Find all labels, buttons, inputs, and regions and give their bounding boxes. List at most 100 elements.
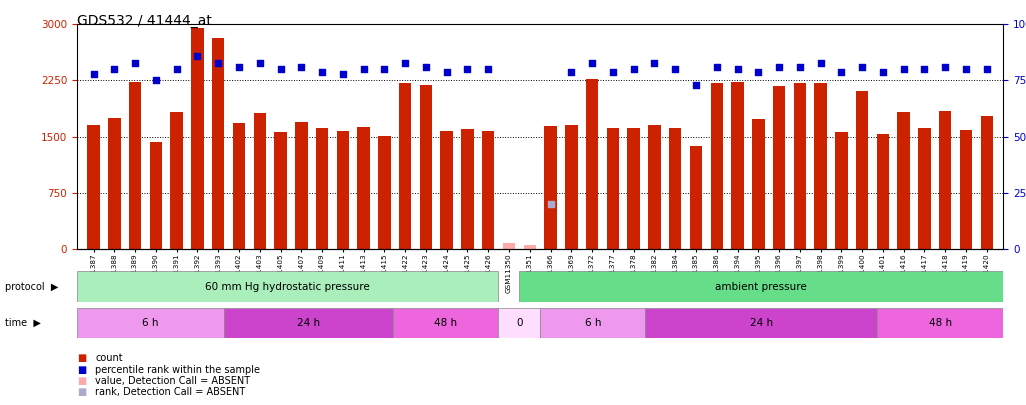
- Point: [85, 70, 102, 77]
- Point: [667, 66, 683, 72]
- Bar: [815, 83, 827, 249]
- Point: [896, 66, 912, 72]
- Bar: [959, 130, 973, 249]
- Bar: [835, 132, 847, 249]
- Point: [377, 66, 393, 72]
- Bar: [503, 243, 515, 249]
- Bar: [225, 308, 393, 338]
- Point: [355, 66, 371, 72]
- Bar: [462, 129, 474, 249]
- Bar: [794, 83, 806, 249]
- Bar: [648, 126, 661, 249]
- Point: [813, 59, 829, 66]
- Bar: [876, 134, 890, 249]
- Point: [272, 66, 288, 72]
- Point: [106, 66, 122, 72]
- Point: [687, 82, 704, 88]
- Point: [293, 64, 310, 70]
- Bar: [523, 245, 536, 249]
- Point: [709, 64, 725, 70]
- Bar: [628, 128, 640, 249]
- Bar: [357, 127, 369, 249]
- Bar: [170, 112, 183, 249]
- Point: [875, 68, 892, 75]
- Point: [604, 68, 621, 75]
- Bar: [645, 308, 877, 338]
- Bar: [565, 125, 578, 249]
- Point: [563, 68, 580, 75]
- Point: [480, 66, 497, 72]
- Text: GDS532 / 41444_at: GDS532 / 41444_at: [77, 14, 211, 28]
- Bar: [212, 38, 225, 249]
- Text: 60 mm Hg hydrostatic pressure: 60 mm Hg hydrostatic pressure: [205, 281, 370, 292]
- Point: [210, 59, 227, 66]
- Text: 48 h: 48 h: [434, 318, 457, 328]
- Text: percentile rank within the sample: percentile rank within the sample: [95, 365, 261, 375]
- Point: [916, 66, 933, 72]
- Bar: [877, 308, 1003, 338]
- Point: [543, 201, 559, 207]
- Bar: [939, 111, 951, 249]
- Bar: [519, 271, 1003, 302]
- Text: 6 h: 6 h: [143, 318, 159, 328]
- Point: [127, 59, 144, 66]
- Text: ambient pressure: ambient pressure: [715, 281, 807, 292]
- Point: [231, 64, 247, 70]
- Text: 48 h: 48 h: [929, 318, 952, 328]
- Point: [168, 66, 185, 72]
- Text: rank, Detection Call = ABSENT: rank, Detection Call = ABSENT: [95, 388, 245, 397]
- Bar: [586, 79, 598, 249]
- Bar: [752, 119, 764, 249]
- Bar: [316, 128, 328, 249]
- Bar: [77, 271, 498, 302]
- Bar: [399, 83, 411, 249]
- Point: [438, 68, 455, 75]
- Bar: [379, 136, 391, 249]
- Bar: [545, 126, 557, 249]
- Point: [729, 66, 746, 72]
- Point: [460, 66, 476, 72]
- Point: [979, 66, 995, 72]
- Bar: [440, 131, 452, 249]
- Bar: [253, 113, 266, 249]
- Bar: [773, 86, 785, 249]
- Bar: [898, 112, 910, 249]
- Point: [771, 64, 787, 70]
- Text: 24 h: 24 h: [297, 318, 320, 328]
- Bar: [606, 128, 619, 249]
- Bar: [669, 128, 681, 249]
- Point: [792, 64, 808, 70]
- Text: 0: 0: [516, 318, 522, 328]
- Text: 24 h: 24 h: [750, 318, 773, 328]
- Text: 6 h: 6 h: [585, 318, 601, 328]
- Point: [626, 66, 642, 72]
- Bar: [337, 132, 349, 249]
- Bar: [732, 82, 744, 249]
- Bar: [150, 142, 162, 249]
- Text: ■: ■: [77, 365, 86, 375]
- Point: [251, 59, 268, 66]
- Bar: [87, 126, 100, 249]
- Point: [189, 53, 205, 59]
- Point: [148, 77, 164, 84]
- Text: ■: ■: [77, 354, 86, 363]
- Bar: [108, 118, 121, 249]
- Bar: [498, 308, 540, 338]
- Point: [397, 59, 413, 66]
- Bar: [482, 131, 495, 249]
- Point: [334, 70, 351, 77]
- Bar: [420, 85, 432, 249]
- Bar: [191, 28, 204, 249]
- Point: [418, 64, 434, 70]
- Text: ■: ■: [77, 388, 86, 397]
- Bar: [393, 308, 498, 338]
- Point: [833, 68, 850, 75]
- Bar: [689, 146, 702, 249]
- Point: [314, 68, 330, 75]
- Text: time  ▶: time ▶: [5, 318, 41, 328]
- Bar: [856, 91, 868, 249]
- Point: [854, 64, 870, 70]
- Point: [584, 59, 600, 66]
- Point: [750, 68, 766, 75]
- Bar: [918, 128, 931, 249]
